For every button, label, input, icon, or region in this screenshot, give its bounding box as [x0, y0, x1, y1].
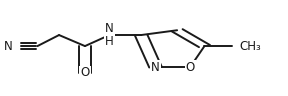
- Text: CH₃: CH₃: [239, 40, 261, 53]
- Text: N: N: [105, 22, 114, 35]
- Text: N: N: [151, 61, 160, 74]
- Text: N: N: [4, 40, 13, 53]
- Text: O: O: [80, 66, 90, 79]
- Text: H: H: [105, 35, 114, 48]
- Text: O: O: [185, 61, 195, 74]
